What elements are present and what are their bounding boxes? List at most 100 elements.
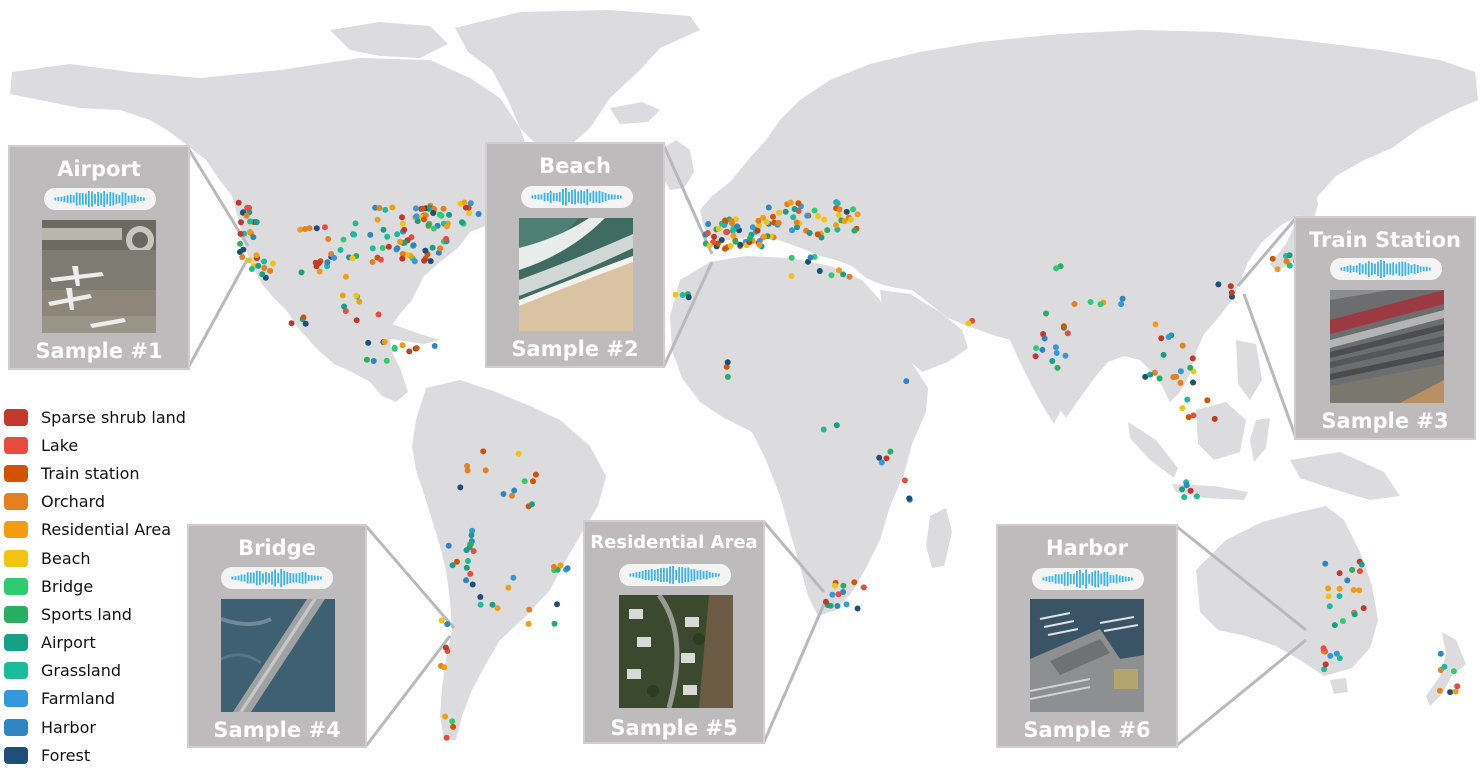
tasmania [1330, 678, 1348, 694]
australia [1196, 506, 1378, 676]
sample-location-dot [399, 251, 406, 257]
sample-location-dot [1165, 334, 1172, 340]
audio-waveform-icon[interactable] [1330, 258, 1442, 280]
sample-location-dot [243, 212, 250, 219]
sample-location-dot [832, 582, 838, 589]
sample-location-dot [1339, 618, 1346, 624]
sample-location-dot [369, 245, 376, 252]
sample-location-dot [788, 273, 795, 279]
sample-title: Airport [57, 157, 141, 181]
sample-location-dot [365, 339, 372, 346]
callout-line-5b [762, 603, 826, 743]
legend: Sparse shrub land Lake Train station Orc… [4, 403, 186, 769]
sample-location-dot [724, 373, 731, 380]
sample-location-dot [438, 617, 445, 624]
sample-location-dot [437, 245, 444, 252]
sample-location-dot [1286, 262, 1293, 269]
sample-location-dot [807, 254, 814, 261]
sample-location-dot [704, 230, 711, 236]
sample-location-dot [399, 214, 405, 221]
sample-location-dot [550, 563, 557, 570]
sample-location-dot [1450, 668, 1457, 675]
sample-location-dot [1269, 255, 1276, 262]
sample-location-dot [443, 223, 450, 230]
sample-location-dot [267, 267, 274, 274]
sample-location-dot [421, 216, 427, 223]
sample-location-dot [341, 303, 348, 310]
audio-waveform-icon[interactable] [521, 186, 633, 208]
legend-label: Train station [41, 463, 140, 483]
sample-location-dot [836, 267, 842, 274]
sample-location-dot [444, 621, 451, 628]
sample-location-dot [724, 359, 731, 366]
legend-item: Airport [4, 629, 186, 657]
sample-location-dot [440, 205, 447, 212]
audio-waveform-icon[interactable] [619, 564, 731, 586]
callout-lines [186, 145, 1307, 748]
sample-location-dot [1344, 577, 1351, 584]
sample-location-dot [1179, 486, 1186, 493]
sample-location-dot [737, 241, 744, 248]
sample-location-dot [761, 233, 767, 240]
sample-location-dot [732, 238, 739, 245]
sample-location-dot [815, 213, 822, 220]
sample-location-dot [353, 292, 360, 299]
legend-swatch [4, 690, 28, 708]
sample-location-dot [1436, 687, 1443, 694]
sample-location-dot [394, 231, 401, 238]
audio-waveform-icon[interactable] [44, 188, 156, 210]
sample-location-dot [747, 235, 753, 242]
sample-location-dot [1452, 688, 1459, 695]
sample-location-dot [322, 224, 328, 231]
sample-location-dot [1228, 289, 1235, 296]
sample-location-dot [259, 271, 266, 278]
sample-location-dot [840, 582, 847, 589]
sample-location-dot [1152, 321, 1159, 328]
sample-location-dot [749, 224, 756, 231]
sample-title: Residential Area [590, 532, 758, 553]
sample-location-dot [729, 227, 736, 234]
sample-location-dot [811, 207, 818, 214]
sample-location-dot [425, 221, 432, 228]
sample-location-dot [505, 584, 512, 591]
audio-waveform-icon[interactable] [1032, 568, 1144, 590]
sample-location-dot [730, 232, 737, 239]
sample-location-dot [370, 358, 377, 364]
sample-location-dot [465, 558, 471, 564]
sample-location-dot [1039, 346, 1046, 353]
sample-location-dot [1119, 295, 1126, 302]
sample-location-dot [1040, 331, 1047, 337]
sample-location-dot [235, 199, 242, 206]
sample-location-dot [367, 231, 374, 238]
audio-waveform-icon[interactable] [221, 567, 333, 589]
sample-location-dot [340, 236, 347, 243]
sample-card-train-station: Train Station Sample #3 [1294, 216, 1476, 440]
bridge-aerial-image [221, 599, 335, 712]
legend-item: Sparse shrub land [4, 403, 186, 431]
sample-location-dot [805, 258, 811, 265]
sample-location-dot [250, 234, 257, 241]
sample-location-dot [399, 220, 406, 227]
sample-location-dot [253, 219, 260, 226]
sample-location-dot [526, 606, 533, 613]
sample-location-dot [770, 213, 776, 220]
sample-location-dot [399, 255, 406, 262]
sample-location-dot [237, 230, 244, 237]
sample-location-dot [240, 246, 247, 253]
sample-location-dot [718, 237, 725, 243]
sample-location-dot [375, 311, 382, 318]
sample-card-residential-area: Residential Area Sample #5 [583, 520, 765, 744]
japan [1270, 180, 1318, 272]
sample-location-dot [443, 734, 450, 741]
legend-swatch [4, 718, 28, 736]
eurasia [700, 30, 1478, 418]
callout-line-2b [662, 261, 714, 367]
sample-location-dot [445, 542, 452, 549]
madagascar [926, 508, 952, 568]
sample-location-dot [1356, 587, 1363, 594]
sample-location-dot [453, 558, 460, 565]
sample-label: Sample #6 [1023, 718, 1151, 742]
philippines [1236, 340, 1262, 400]
sample-location-dot [1187, 487, 1194, 494]
sample-location-dot [1179, 342, 1186, 349]
